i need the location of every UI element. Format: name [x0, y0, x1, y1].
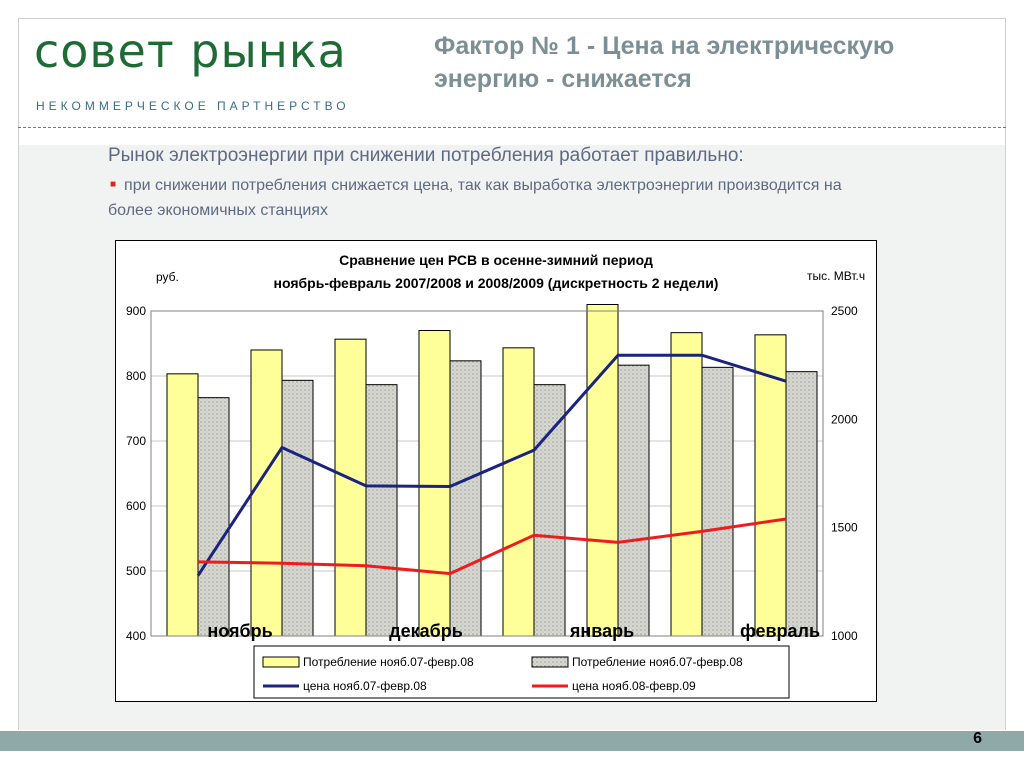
legend-swatch-bar-solid: [262, 656, 300, 668]
y-right-tick-label: 1500: [831, 521, 858, 535]
y-right-tick-label: 2500: [831, 304, 858, 318]
y-right-tick-label: 2000: [831, 412, 858, 426]
chart-container: 900 800 700 600 500 400 2500 2000 1500 1000 Сравн…: [115, 240, 877, 702]
chart-subtitle: ноябрь-февраль 2007/2008 и 2008/2009 (ди…: [274, 275, 719, 291]
legend-label: Потребление нояб.07-февр.08: [572, 655, 743, 669]
header-divider: [18, 127, 1006, 128]
page-number: 6: [973, 730, 982, 747]
price-line-2008-2009: [197, 517, 787, 576]
legend-label: Потребление нояб.07-февр.08: [303, 655, 474, 669]
y-left-tick-label: 400: [126, 629, 146, 643]
month-label: декабрь: [389, 621, 463, 641]
bar-consumption-solid: [250, 349, 283, 637]
plot-area-border: [150, 310, 824, 637]
bar-consumption-solid: [166, 373, 199, 637]
y-left-tick-label: 700: [126, 434, 146, 448]
y-left-tick-label: 500: [126, 564, 146, 578]
bullet-item: ■ при снижении потребления снижается цена…: [108, 172, 888, 223]
y-right-tick-label: 1000: [831, 629, 858, 643]
bar-consumption-dotted: [197, 397, 230, 637]
bar-consumption-dotted: [365, 384, 398, 637]
chart-svg: 900 800 700 600 500 400 2500 2000 1500 1000 Сравн…: [126, 252, 865, 699]
bar-consumption-solid: [670, 332, 703, 637]
legend-box: [253, 645, 790, 699]
bar-consumption-dotted: [533, 384, 566, 637]
y-axis-right-label: тыс. МВт.ч: [807, 269, 865, 283]
month-label: январь: [569, 621, 634, 641]
footer-bar: [0, 731, 1024, 751]
y-left-tick-label: 900: [126, 304, 146, 318]
bar-consumption-solid: [334, 338, 367, 637]
bar-consumption-dotted: [701, 366, 734, 637]
slide-title: Фактор № 1 - Цена на электрическую энерг…: [434, 32, 895, 93]
month-label: февраль: [740, 621, 820, 641]
legend-label: цена нояб.08-февр.09: [572, 679, 696, 693]
bar-consumption-solid: [502, 347, 535, 637]
bullet-text: при снижении потребления снижается цена,…: [108, 177, 842, 219]
logo-title: совет рынка: [34, 24, 347, 78]
logo-subtitle: НЕКОММЕРЧЕСКОЕ ПАРТНЕРСТВО: [36, 99, 350, 113]
y-left-tick-label: 800: [126, 369, 146, 383]
bar-consumption-dotted: [785, 371, 818, 637]
bullet-square-icon: ■: [110, 179, 117, 190]
chart-title: Сравнение цен РСВ в осенне-зимний период: [339, 252, 653, 268]
bar-consumption-dotted: [449, 360, 482, 637]
body-heading: Рынок электроэнергии при снижении потреб…: [108, 145, 744, 166]
price-line-2007-2008: [196, 353, 787, 577]
y-left-tick-label: 600: [126, 499, 146, 513]
bar-consumption-solid: [586, 304, 619, 637]
legend-label: цена нояб.07-февр.08: [303, 679, 427, 693]
month-label: ноябрь: [207, 621, 272, 641]
bar-consumption-dotted: [281, 379, 314, 637]
legend-swatch-bar-dotted: [531, 656, 569, 668]
bar-consumption-solid: [418, 330, 451, 637]
y-axis-left-label: руб.: [156, 270, 179, 284]
bar-consumption-dotted: [617, 364, 650, 637]
